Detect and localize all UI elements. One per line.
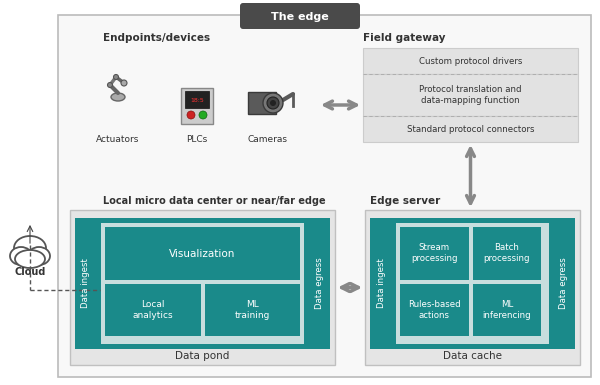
Ellipse shape: [15, 250, 45, 268]
Ellipse shape: [14, 236, 46, 260]
Bar: [185, 91, 209, 108]
Circle shape: [107, 82, 113, 87]
Text: Rules-based
actions: Rules-based actions: [408, 300, 461, 320]
Bar: [400, 283, 469, 336]
Text: Data egress: Data egress: [314, 258, 323, 310]
Bar: [70, 210, 335, 365]
Bar: [205, 284, 300, 336]
Ellipse shape: [10, 247, 32, 265]
Ellipse shape: [111, 93, 125, 101]
Circle shape: [270, 100, 276, 106]
Ellipse shape: [28, 247, 50, 265]
Bar: [248, 92, 276, 114]
Bar: [101, 223, 304, 344]
Text: Batch
processing: Batch processing: [484, 243, 530, 263]
Bar: [363, 48, 578, 74]
Bar: [363, 116, 578, 142]
Text: Stream
processing: Stream processing: [411, 243, 458, 263]
Text: Cameras: Cameras: [248, 136, 288, 144]
Text: Data egress: Data egress: [560, 258, 569, 310]
Bar: [363, 74, 578, 116]
Bar: [105, 284, 200, 336]
Circle shape: [199, 111, 207, 119]
Text: Data ingest: Data ingest: [82, 259, 91, 308]
Text: PLCs: PLCs: [187, 136, 208, 144]
Text: Visualization: Visualization: [169, 249, 236, 259]
Text: ML
inferencing: ML inferencing: [482, 300, 531, 320]
Text: Cloud: Cloud: [14, 267, 46, 277]
Bar: [181, 88, 213, 124]
Bar: [396, 223, 549, 344]
Text: Endpoints/devices: Endpoints/devices: [103, 33, 210, 43]
Bar: [365, 210, 580, 365]
Bar: [105, 227, 300, 280]
Circle shape: [263, 93, 283, 113]
Text: Actuators: Actuators: [97, 136, 140, 144]
Text: The edge: The edge: [271, 12, 329, 22]
Text: Standard protocol connectors: Standard protocol connectors: [407, 124, 534, 134]
Text: Data pond: Data pond: [175, 351, 230, 361]
FancyBboxPatch shape: [240, 3, 360, 29]
Text: 18:5: 18:5: [190, 97, 204, 102]
Text: Local
analytics: Local analytics: [133, 300, 173, 320]
Text: Field gateway: Field gateway: [363, 33, 445, 43]
Circle shape: [267, 97, 279, 109]
Bar: [473, 227, 541, 280]
Circle shape: [121, 80, 127, 86]
Text: Edge server: Edge server: [370, 196, 440, 206]
Text: Data cache: Data cache: [443, 351, 502, 361]
Bar: [400, 227, 469, 280]
Bar: [58, 15, 591, 377]
Circle shape: [187, 111, 195, 119]
Circle shape: [113, 75, 119, 79]
Text: Local micro data center or near/far edge: Local micro data center or near/far edge: [103, 196, 326, 206]
Text: Custom protocol drivers: Custom protocol drivers: [419, 57, 522, 65]
Bar: [75, 218, 330, 349]
Text: ML
training: ML training: [235, 300, 270, 320]
Text: Data ingest: Data ingest: [377, 259, 386, 308]
Text: Protocol translation and
data-mapping function: Protocol translation and data-mapping fu…: [419, 85, 522, 105]
Bar: [473, 283, 541, 336]
Bar: [370, 218, 575, 349]
